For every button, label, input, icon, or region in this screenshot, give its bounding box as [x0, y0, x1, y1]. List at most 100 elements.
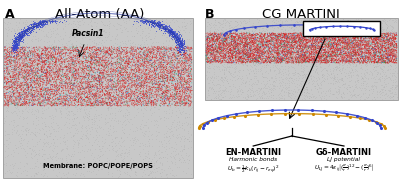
Point: [46, 74, 52, 77]
Point: [253, 49, 259, 52]
Point: [374, 41, 380, 44]
Point: [152, 23, 159, 26]
Point: [157, 171, 163, 174]
Point: [330, 92, 337, 95]
Point: [1, 103, 8, 106]
Point: [278, 39, 285, 42]
Point: [52, 115, 58, 118]
Point: [314, 49, 320, 52]
Point: [352, 53, 359, 56]
Point: [358, 43, 364, 46]
Point: [208, 88, 214, 91]
Point: [10, 74, 16, 77]
Point: [43, 71, 49, 74]
Point: [205, 37, 211, 40]
Point: [218, 94, 225, 97]
Point: [176, 45, 182, 48]
Point: [101, 142, 107, 145]
Point: [94, 85, 101, 88]
Point: [331, 34, 338, 37]
Point: [88, 68, 95, 71]
Point: [6, 50, 12, 54]
Point: [87, 55, 93, 59]
Point: [279, 45, 286, 48]
Point: [310, 55, 317, 58]
Point: [297, 89, 303, 93]
Point: [46, 43, 53, 46]
Point: [236, 47, 242, 50]
Point: [84, 80, 90, 83]
Point: [141, 106, 147, 109]
Point: [235, 37, 242, 40]
Point: [279, 47, 286, 50]
Point: [210, 53, 216, 56]
Point: [93, 55, 99, 58]
Point: [183, 101, 190, 104]
Point: [306, 60, 312, 63]
Point: [336, 40, 342, 43]
Point: [321, 39, 328, 42]
Point: [113, 101, 120, 104]
Point: [105, 92, 112, 95]
Point: [306, 52, 313, 55]
Point: [299, 32, 305, 35]
Point: [154, 87, 161, 90]
Point: [205, 92, 211, 95]
Point: [65, 100, 71, 103]
Point: [150, 170, 156, 174]
Point: [273, 41, 279, 45]
Point: [307, 39, 314, 42]
Point: [87, 86, 93, 89]
Point: [267, 59, 273, 62]
Point: [35, 92, 41, 95]
Point: [30, 24, 36, 27]
Point: [317, 43, 323, 46]
Point: [249, 60, 256, 63]
Point: [307, 40, 313, 43]
Point: [31, 103, 38, 106]
Point: [26, 98, 33, 102]
Point: [14, 52, 20, 55]
Point: [328, 73, 334, 76]
Point: [158, 83, 164, 86]
Point: [95, 34, 102, 37]
Point: [165, 24, 171, 27]
Point: [205, 50, 212, 53]
Point: [379, 61, 385, 64]
Point: [89, 48, 95, 51]
Point: [296, 39, 302, 42]
Point: [178, 82, 184, 85]
Point: [345, 43, 352, 46]
Point: [44, 47, 50, 50]
Point: [249, 58, 256, 61]
Point: [139, 74, 145, 77]
Point: [102, 23, 109, 26]
Point: [241, 19, 247, 22]
Point: [150, 48, 156, 51]
Point: [285, 57, 291, 60]
Point: [105, 78, 112, 81]
Point: [214, 51, 220, 55]
Point: [23, 34, 30, 37]
Point: [53, 90, 60, 94]
Point: [127, 71, 133, 74]
Point: [341, 36, 347, 39]
Point: [73, 104, 79, 107]
Point: [111, 165, 118, 168]
Point: [134, 100, 141, 103]
Point: [305, 39, 312, 42]
Point: [36, 50, 43, 53]
Point: [352, 49, 358, 52]
Point: [203, 58, 209, 61]
Point: [22, 65, 28, 68]
Point: [16, 30, 22, 33]
Point: [304, 55, 310, 58]
Point: [171, 33, 177, 36]
Point: [138, 104, 145, 108]
Point: [7, 56, 14, 59]
Point: [363, 39, 369, 42]
Point: [339, 27, 346, 31]
Point: [20, 118, 26, 121]
Point: [137, 47, 143, 50]
Point: [346, 59, 353, 62]
